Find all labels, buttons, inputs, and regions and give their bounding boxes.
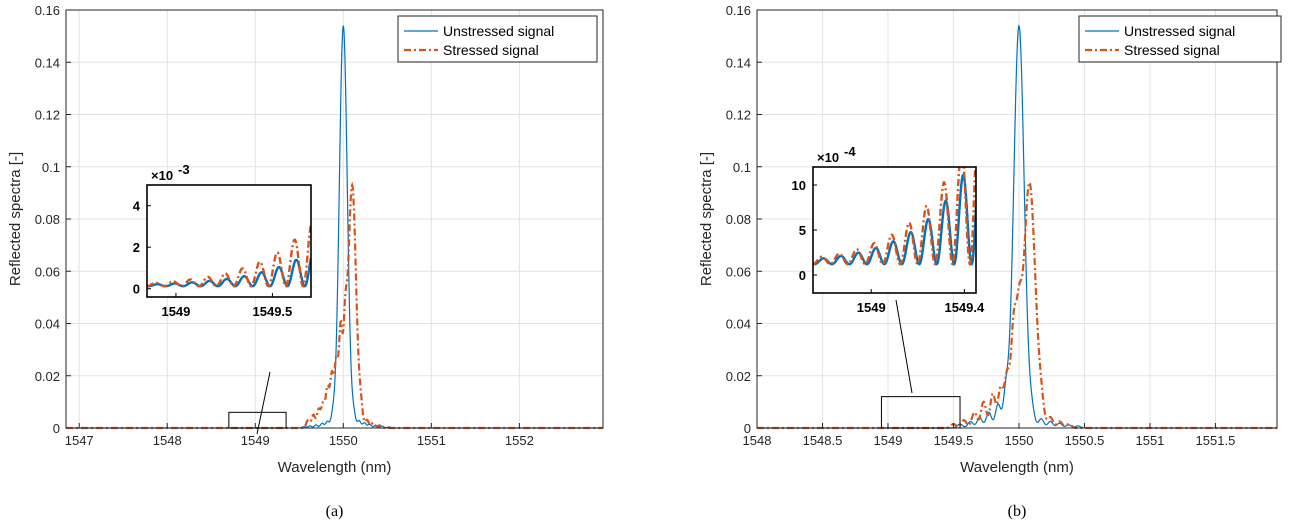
y-tick-label: 0.04	[35, 317, 60, 332]
inset-x-tick-label: 1549.4	[944, 300, 985, 315]
y-tick-label: 0.02	[35, 369, 60, 384]
inset-y-tick-label: 2	[133, 240, 140, 255]
inset-frame	[146, 184, 312, 298]
y-tick-label: 0	[744, 421, 751, 436]
legend: Unstressed signal Stressed signal	[397, 15, 598, 63]
y-axis-label: Reflected spectra [-]	[7, 152, 24, 286]
inset-y-tick-label: 0	[133, 282, 140, 297]
y-tick-label: 0.16	[726, 3, 751, 18]
x-tick-label: 1549	[874, 433, 903, 448]
y-axis-label: Reflected spectra [-]	[698, 152, 715, 286]
inset-x-tick-label: 1549.5	[253, 304, 293, 319]
y-tick-label: 0.14	[726, 55, 751, 70]
x-tick-label: 1551	[1135, 433, 1164, 448]
y-tick-label: 0.12	[726, 108, 751, 123]
y-tick-label: 0.1	[42, 160, 60, 175]
y-tick-label: 0.12	[35, 108, 60, 123]
legend-box	[397, 15, 598, 63]
y-tick-label: 0.08	[726, 212, 751, 227]
x-tick-label: 1551	[417, 433, 446, 448]
x-axis-label: Wavelength (nm)	[278, 459, 392, 476]
x-tick-label: 1550	[1005, 433, 1034, 448]
zoom-region-box	[228, 411, 287, 429]
panel-caption: (a)	[326, 503, 344, 520]
x-tick-label: 1548	[153, 433, 182, 448]
panel-caption: (b)	[1008, 503, 1027, 520]
legend-entry-label: Stressed signal	[443, 42, 539, 58]
y-tick-label: 0.1	[733, 160, 751, 175]
panel-b: 1548 1548.5 1549 1549.5 1550 1550.5 1551 1551.5…	[698, 3, 1282, 520]
inset-exponent-base: ×10	[817, 150, 839, 165]
inset-exponent-base: ×10	[151, 168, 173, 183]
x-tick-label: 1550.5	[1065, 433, 1105, 448]
inset: 1549 1549.5 0 2 4 ×10 -3	[133, 162, 312, 319]
x-tick-label: 1549	[241, 433, 270, 448]
y-tick-label: 0	[53, 421, 60, 436]
zoom-connector-line	[895, 299, 913, 394]
y-tick-label: 0.06	[726, 264, 751, 279]
x-tick-label: 1548.5	[803, 433, 843, 448]
inset-x-tick-label: 1549	[161, 304, 190, 319]
y-tick-label: 0.04	[726, 317, 751, 332]
legend-entry-label: Unstressed signal	[443, 23, 554, 39]
zoom-connector-line	[256, 371, 271, 435]
inset-y-tick-label: 10	[792, 178, 806, 193]
panel-a: 1547 1548 1549 1550 1551 1552 0 0.02 0.04 0.06 0.0…	[7, 3, 604, 520]
legend-box	[1078, 15, 1282, 63]
y-tick-label: 0.02	[726, 369, 751, 384]
inset-series-line-stressed	[147, 223, 311, 288]
zoom-region-box	[880, 396, 961, 429]
y-tick-label: 0.14	[35, 55, 60, 70]
inset-x-tick-label: 1549	[857, 300, 886, 315]
x-tick-label: 1548	[743, 433, 772, 448]
inset-exponent-power: -4	[844, 144, 856, 159]
inset-y-tick-label: 4	[133, 199, 141, 214]
inset: 1549 1549.4 0 5 10 ×10 -4	[792, 144, 985, 315]
inset-y-tick-label: 0	[799, 268, 806, 283]
inset-y-tick-label: 5	[799, 223, 806, 238]
x-tick-label: 1549.5	[934, 433, 974, 448]
x-tick-label: 1550	[329, 433, 358, 448]
legend-entry-label: Stressed signal	[1124, 42, 1220, 58]
x-tick-label: 1551.5	[1196, 433, 1236, 448]
inset-exponent-power: -3	[178, 162, 190, 177]
y-tick-label: 0.06	[35, 264, 60, 279]
legend: Unstressed signal Stressed signal	[1078, 15, 1282, 63]
x-tick-label: 1552	[505, 433, 534, 448]
y-tick-label: 0.08	[35, 212, 60, 227]
inset-plot-area	[813, 167, 976, 293]
legend-entry-label: Unstressed signal	[1124, 23, 1235, 39]
y-tick-label: 0.16	[35, 3, 60, 18]
x-axis-label: Wavelength (nm)	[960, 459, 1074, 476]
x-tick-label: 1547	[65, 433, 94, 448]
